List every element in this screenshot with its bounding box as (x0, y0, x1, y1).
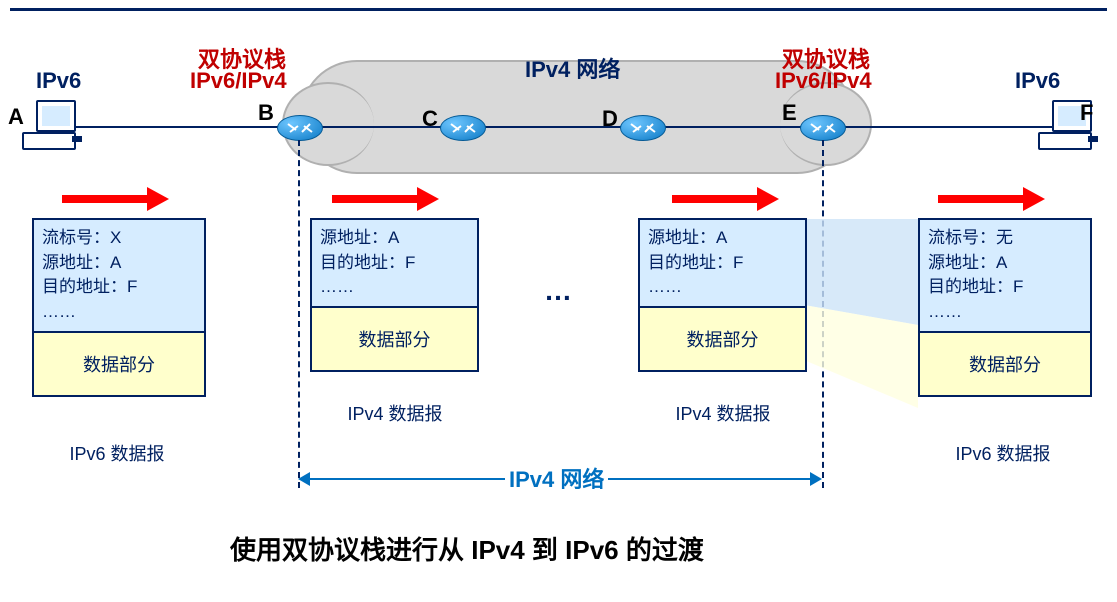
packet-1-header: 流标号：X 源地址：A 目的地址：F …… (34, 220, 204, 331)
packet-1-caption: IPv6 数据报 (32, 440, 202, 466)
packet-3-caption: IPv4 数据报 (638, 400, 808, 426)
cloud-title: IPv4 网络 (525, 52, 620, 84)
dualstack-left-2: IPv6/IPv4 (190, 68, 287, 94)
middle-ellipsis: … (544, 275, 572, 307)
router-e-icon (800, 115, 846, 141)
packet-4-payload: 数据部分 (920, 331, 1090, 395)
packet-4: 流标号：无 源地址：A 目的地址：F …… 数据部分 (918, 218, 1092, 397)
packet-2-header: 源地址：A 目的地址：F …… (312, 220, 477, 306)
packet-4-caption: IPv6 数据报 (918, 440, 1088, 466)
dualstack-right-2: IPv6/IPv4 (775, 68, 872, 94)
diagram-caption: 使用双协议栈进行从 IPv4 到 IPv6 的过渡 (230, 530, 704, 567)
arrow-2 (332, 190, 442, 208)
ipv4-span-label: IPv4 网络 (505, 462, 608, 494)
router-d-icon (620, 115, 666, 141)
ipv6-left-label: IPv6 (36, 68, 81, 94)
dash-b (298, 140, 300, 488)
router-b-icon (277, 115, 323, 141)
ipv6-right-label: IPv6 (1015, 68, 1060, 94)
packet-1: 流标号：X 源地址：A 目的地址：F …… 数据部分 (32, 218, 206, 397)
node-c: C (422, 106, 438, 132)
packet-1-payload: 数据部分 (34, 331, 204, 395)
node-b: B (258, 100, 274, 126)
node-a: A (8, 104, 24, 130)
arrow-3 (672, 190, 782, 208)
packet-2-payload: 数据部分 (312, 306, 477, 370)
top-border (10, 8, 1107, 11)
router-c-icon (440, 115, 486, 141)
link-line (70, 126, 1065, 128)
dash-e (822, 140, 824, 488)
packet-3-payload: 数据部分 (640, 306, 805, 370)
node-e: E (782, 100, 797, 126)
packet-3-header: 源地址：A 目的地址：F …… (640, 220, 805, 306)
node-d: D (602, 106, 618, 132)
packet-4-header: 流标号：无 源地址：A 目的地址：F …… (920, 220, 1090, 331)
arrow-1 (62, 190, 172, 208)
host-a-icon (22, 100, 78, 150)
packet-2: 源地址：A 目的地址：F …… 数据部分 (310, 218, 479, 372)
node-f: F (1080, 100, 1093, 126)
arrow-4 (938, 190, 1048, 208)
packet-3: 源地址：A 目的地址：F …… 数据部分 (638, 218, 807, 372)
packet-2-caption: IPv4 数据报 (310, 400, 480, 426)
